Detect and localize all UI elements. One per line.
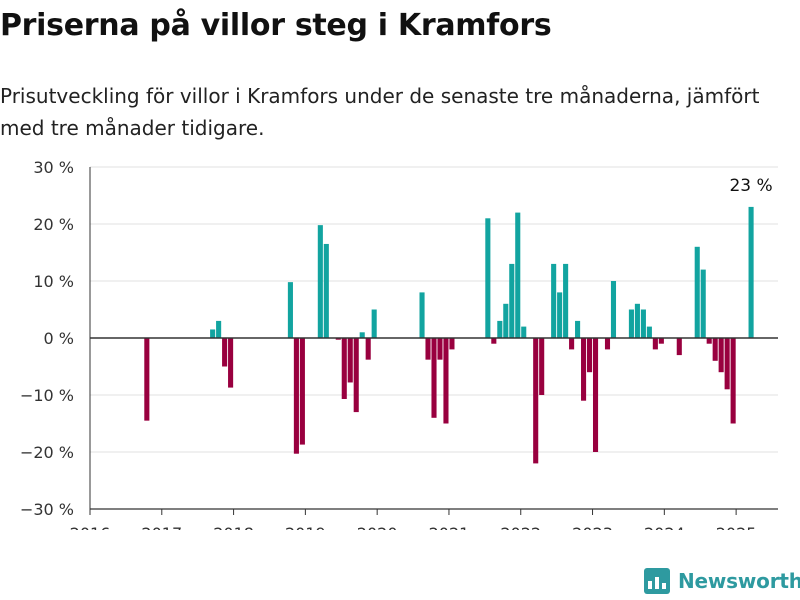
y-tick-label: −20 % — [20, 443, 74, 462]
x-tick-label: 2020 — [357, 524, 398, 530]
bar — [515, 212, 521, 338]
bar — [359, 332, 365, 338]
bar — [521, 326, 527, 338]
tick-labels: −30 % −20 % −10 % 0 % 10 % 20 % 30 % 2016 2017 20… — [20, 158, 773, 530]
data-label: 23 % — [729, 176, 772, 196]
bar — [587, 338, 593, 373]
bar — [222, 338, 228, 367]
x-tick-label: 2024 — [644, 524, 685, 530]
y-tick-label: −10 % — [20, 386, 74, 405]
bar — [347, 338, 353, 383]
bar — [581, 338, 587, 401]
axes — [89, 167, 778, 515]
bar — [509, 263, 515, 338]
bar — [724, 338, 730, 390]
chart-title: Priserna på villor steg i Kramfors — [0, 8, 552, 43]
bar — [293, 338, 299, 454]
y-tick-label: 20 % — [33, 215, 74, 234]
bar — [640, 309, 646, 338]
bar — [335, 338, 341, 340]
bar-chart: −30 % −20 % −10 % 0 % 10 % 20 % 30 % 2016 2017 20… — [20, 158, 778, 530]
bar — [658, 338, 664, 344]
bar — [712, 338, 718, 361]
bar — [216, 320, 222, 338]
bar — [299, 338, 305, 445]
bar — [353, 338, 359, 413]
x-tick-label: 2023 — [572, 524, 613, 530]
bar — [592, 338, 599, 452]
bar — [419, 292, 425, 338]
x-tick-label: 2025 — [716, 524, 757, 530]
bar — [533, 338, 539, 464]
bar — [539, 338, 545, 395]
bar — [503, 303, 509, 338]
bar — [228, 338, 234, 388]
x-tick-label: 2022 — [500, 524, 541, 530]
bar — [652, 338, 658, 350]
bar — [634, 303, 640, 338]
bar — [700, 269, 706, 338]
x-tick-label: 2018 — [213, 524, 254, 530]
chart-subtitle: Prisutveckling för villor i Kramfors und… — [0, 84, 760, 140]
bar — [718, 338, 724, 373]
bar — [144, 338, 150, 421]
bar — [676, 338, 682, 356]
x-tick-label: 2016 — [70, 524, 111, 530]
bar — [497, 320, 503, 338]
bar — [425, 338, 431, 360]
bar — [646, 326, 652, 338]
bar — [694, 246, 700, 338]
bar — [323, 243, 329, 338]
bar — [748, 206, 754, 338]
bar — [569, 338, 575, 350]
brand-name: Newsworthy — [678, 569, 800, 593]
bar — [210, 329, 216, 338]
brand-logo[interactable]: Newsworthy — [644, 568, 800, 594]
bar — [443, 338, 449, 424]
y-tick-label: 10 % — [33, 272, 74, 291]
bar — [491, 338, 497, 344]
bar — [551, 263, 557, 338]
y-tick-label: 0 % — [44, 329, 74, 348]
bar — [365, 338, 371, 360]
bar — [485, 218, 491, 338]
bar — [557, 292, 563, 338]
x-tick-label: 2021 — [429, 524, 470, 530]
bar — [604, 338, 611, 350]
bar — [437, 338, 443, 360]
bar — [575, 320, 581, 338]
x-tick-label: 2019 — [285, 524, 326, 530]
bar — [449, 338, 455, 350]
bar — [610, 281, 617, 338]
bar-chart-logo-icon — [644, 568, 670, 594]
y-tick-label: 30 % — [33, 158, 74, 177]
bar — [563, 263, 569, 338]
bar — [628, 309, 634, 338]
bars — [144, 206, 754, 464]
y-tick-label: −30 % — [20, 500, 74, 519]
bar — [341, 338, 347, 399]
bar — [317, 225, 323, 338]
bar — [287, 282, 293, 338]
bar — [706, 338, 712, 344]
x-tick-label: 2017 — [141, 524, 182, 530]
bar — [371, 309, 377, 338]
bar — [431, 338, 437, 418]
bar — [730, 338, 736, 424]
